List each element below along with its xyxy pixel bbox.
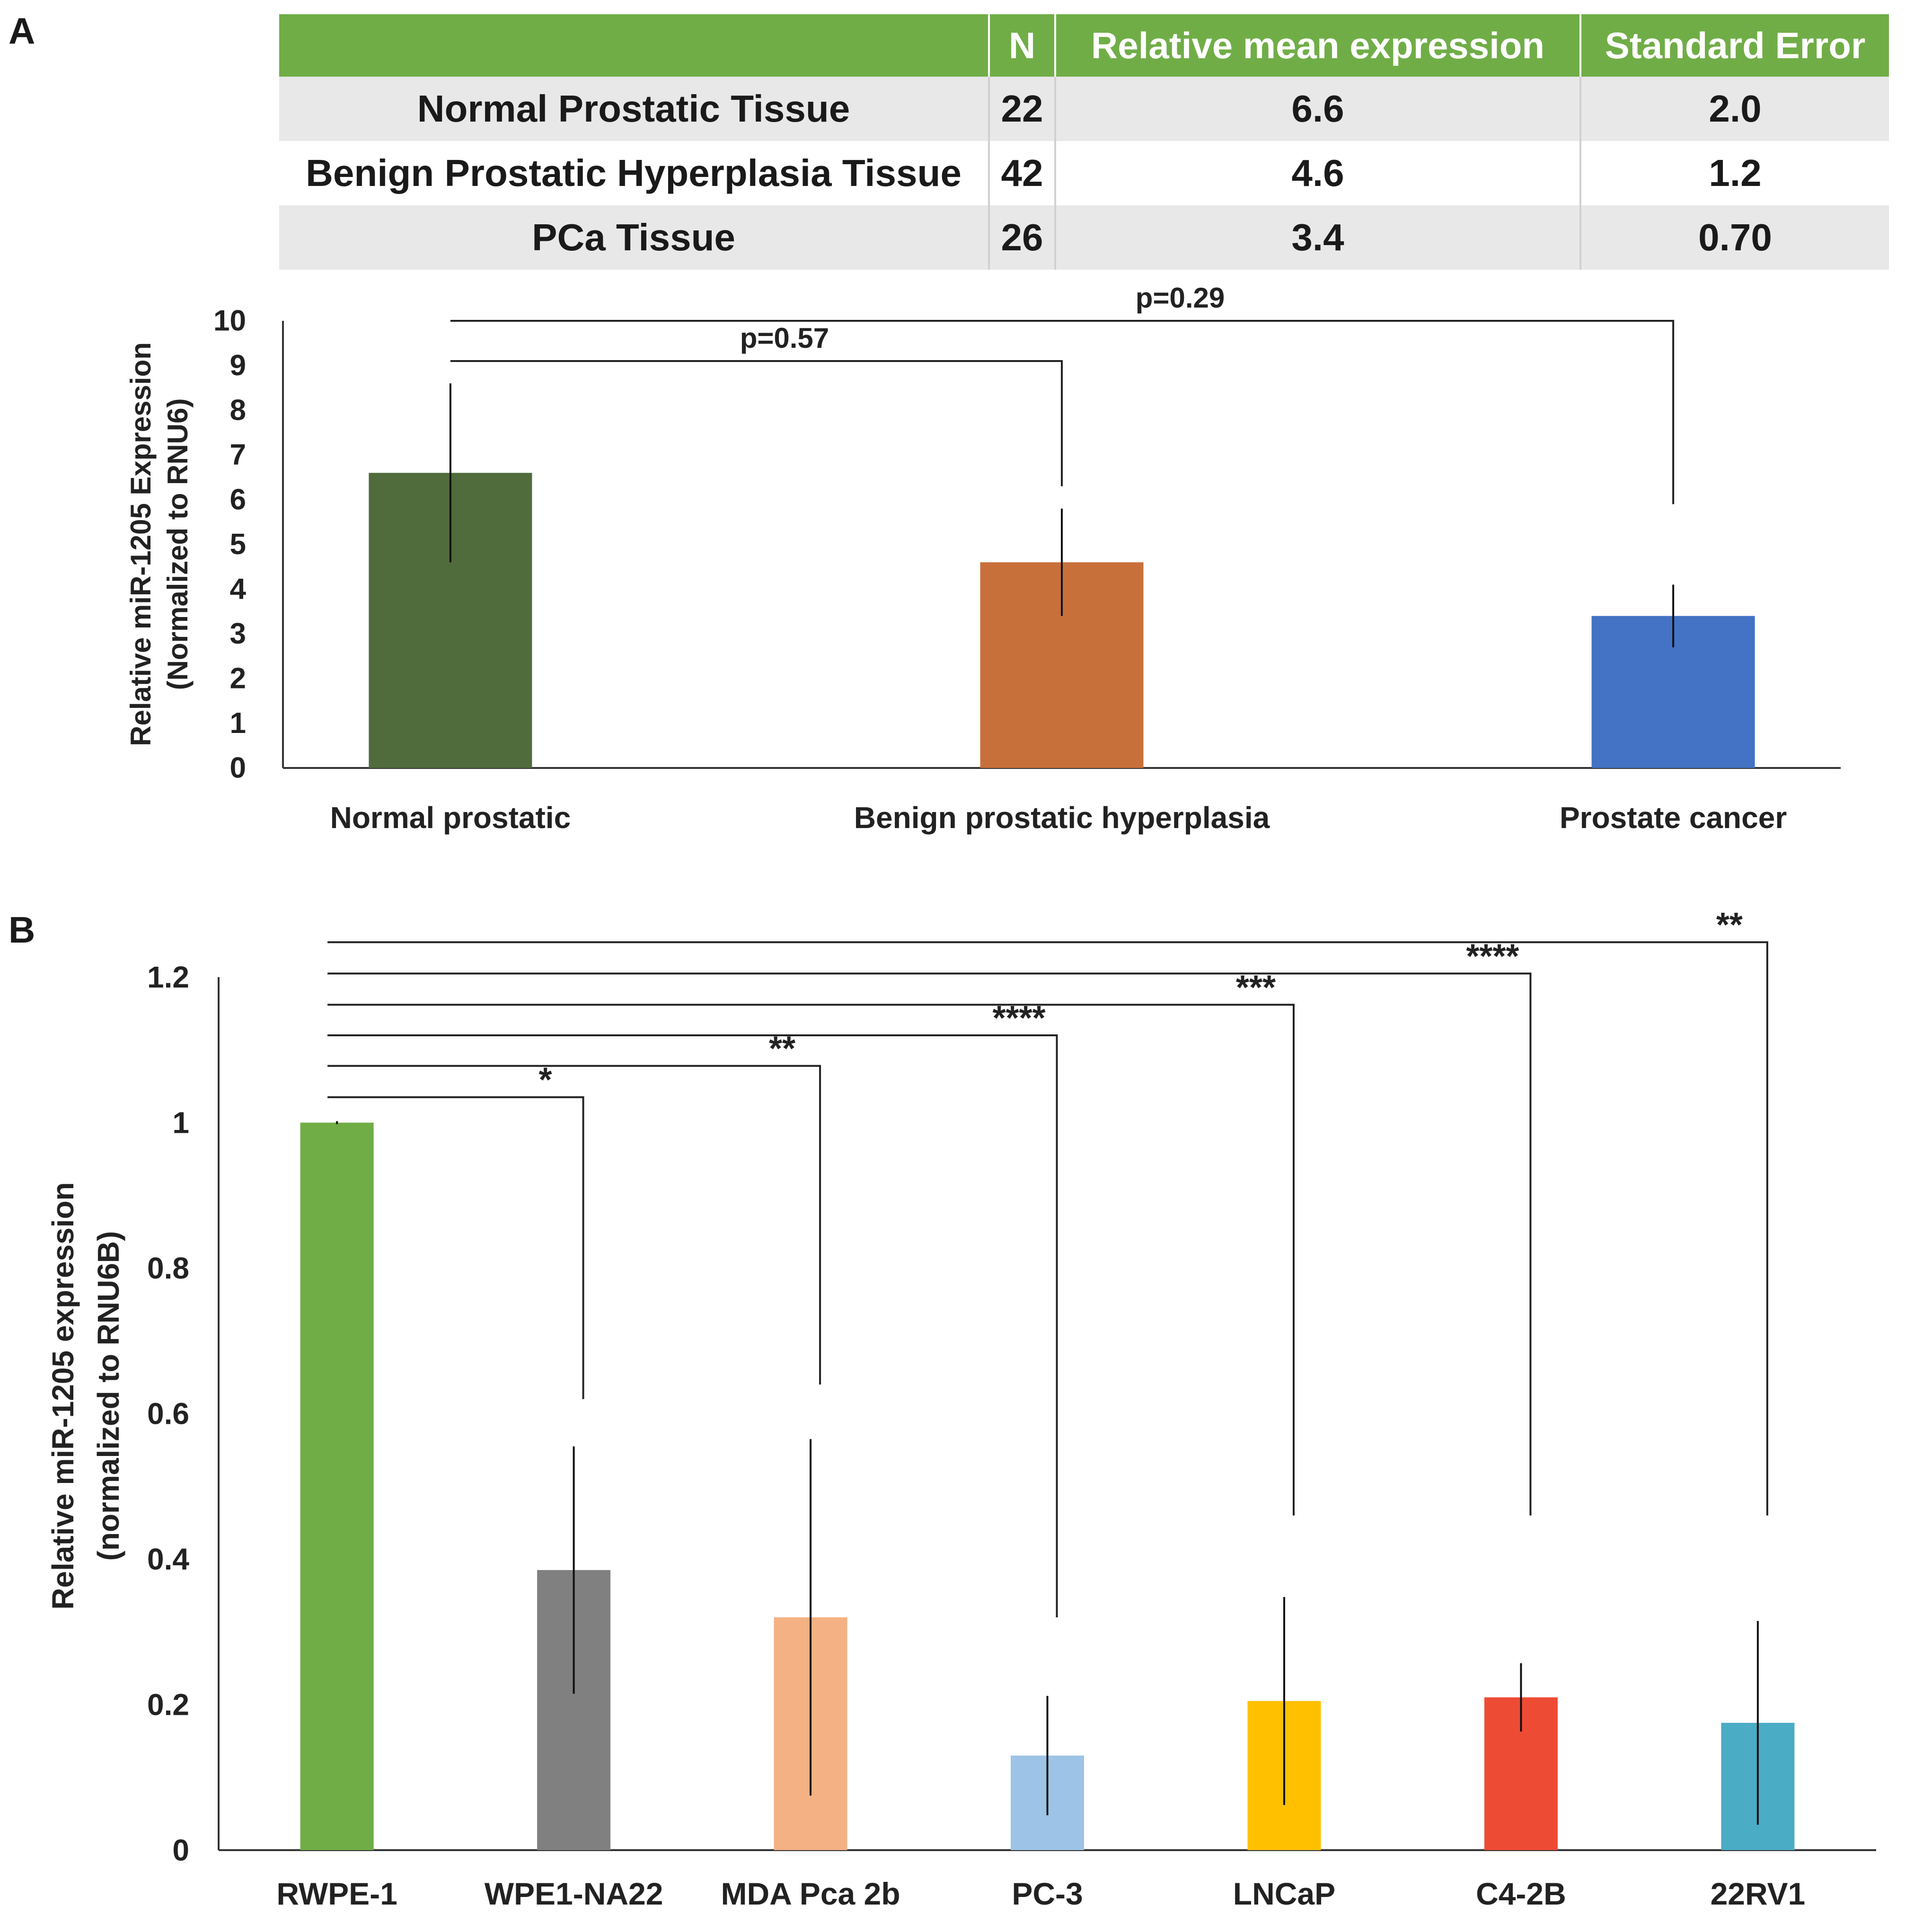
y-tick-label: 3 — [230, 618, 246, 650]
y-tick-label: 6 — [230, 484, 246, 516]
x-tick-label: Benign prostatic hyperplasia — [854, 801, 1270, 835]
significance-label: p=0.57 — [740, 322, 829, 354]
y-tick-label: 1 — [172, 1106, 189, 1140]
table-cell: 22 — [989, 77, 1056, 141]
y-axis-title: Relative miR-1205 expression (normalized … — [46, 1182, 125, 1610]
table-cell: 0.70 — [1580, 205, 1889, 270]
y-tick-label: 2 — [230, 662, 246, 695]
significance-label: **** — [1466, 937, 1519, 975]
table-header-cell: Relative mean expression — [1055, 14, 1581, 77]
y-tick-label: 0.4 — [147, 1542, 189, 1576]
table-cell: 26 — [989, 205, 1056, 270]
bar — [300, 1122, 374, 1850]
table-cell: Benign Prostatic Hyperplasia Tissue — [279, 141, 990, 205]
table-cell: 6.6 — [1055, 77, 1581, 141]
table-cell: 3.4 — [1055, 205, 1581, 270]
x-tick-label: PC-3 — [1012, 1876, 1083, 1911]
y-tick-label: 8 — [230, 394, 246, 427]
y-axis-title: Relative miR-1205 Expression (Normalized … — [125, 342, 194, 746]
y-tick-label: 5 — [230, 528, 246, 561]
y-tick-label: 0.8 — [147, 1251, 189, 1285]
chart-a: 0 1 2 3 4 5 6 7 8 9 10 Relative miR-1205 Expression… — [125, 282, 1841, 835]
x-tick-label: RWPE-1 — [276, 1876, 397, 1911]
table-cell: 42 — [989, 141, 1056, 205]
significance-bracket — [327, 1034, 1058, 1617]
table-cell: PCa Tissue — [279, 205, 990, 270]
significance-bracket — [327, 1065, 821, 1385]
significance-bracket — [327, 1004, 1295, 1516]
table-header-cell — [279, 14, 990, 77]
y-tick-label: 0 — [230, 752, 246, 785]
summary-table: N Relative mean expression Standard Erro… — [279, 14, 1889, 270]
significance-bracket — [450, 360, 1063, 486]
significance-bracket — [450, 320, 1675, 504]
y-tick-label: 10 — [213, 305, 246, 337]
x-tick-label: 22RV1 — [1711, 1876, 1806, 1911]
significance-bracket — [327, 1096, 584, 1399]
significance-label: *** — [1236, 969, 1276, 1006]
y-tick-label: 7 — [230, 439, 246, 471]
x-tick-label: Normal prostatic — [330, 801, 571, 835]
table-header-cell: N — [989, 14, 1056, 77]
table-header-cell: Standard Error — [1580, 14, 1889, 77]
y-tick-label: 0 — [172, 1833, 189, 1867]
panel-label-a: A — [9, 10, 35, 52]
table-row: Normal Prostatic Tissue 22 6.6 2.0 — [279, 77, 1889, 141]
x-tick-label: C4-2B — [1476, 1876, 1566, 1911]
y-tick-label: 0.6 — [147, 1397, 189, 1431]
y-axis-title-line: (normalized to RNU6B) — [91, 1231, 125, 1561]
y-tick-label: 0.2 — [147, 1688, 189, 1722]
x-tick-label: Prostate cancer — [1560, 801, 1787, 835]
x-tick-label: MDA Pca 2b — [721, 1876, 900, 1911]
significance-label: * — [539, 1061, 552, 1099]
table-cell: 2.0 — [1580, 77, 1889, 141]
y-axis-title-line: (Normalized to RNU6) — [162, 398, 194, 690]
table-cell: Normal Prostatic Tissue — [279, 77, 990, 141]
y-axis-title-line: Relative miR-1205 expression — [46, 1182, 80, 1610]
chart-b: 0 0.2 0.4 0.6 0.8 1 1.2 Relative miR-1205 expre… — [46, 906, 1876, 1911]
table-cell: 4.6 — [1055, 141, 1581, 205]
table-row: PCa Tissue 26 3.4 0.70 — [279, 205, 1889, 270]
x-tick-label: WPE1-NA22 — [485, 1876, 663, 1911]
significance-bracket — [327, 941, 1768, 1516]
y-tick-label: 1.2 — [147, 960, 189, 994]
table-cell: 1.2 — [1580, 141, 1889, 205]
x-tick-label: LNCaP — [1233, 1876, 1335, 1911]
y-tick-label: 1 — [230, 707, 246, 740]
significance-bracket — [327, 972, 1532, 1516]
table-header-row: N Relative mean expression Standard Erro… — [279, 14, 1889, 77]
panel-label-b: B — [9, 909, 35, 951]
y-axis-title-line: Relative miR-1205 Expression — [125, 342, 157, 746]
y-tick-label: 4 — [230, 573, 247, 606]
y-tick-label: 9 — [230, 349, 246, 382]
significance-label: ** — [1716, 906, 1743, 944]
table-row: Benign Prostatic Hyperplasia Tissue 42 4… — [279, 141, 1889, 205]
significance-label: p=0.29 — [1136, 282, 1225, 314]
